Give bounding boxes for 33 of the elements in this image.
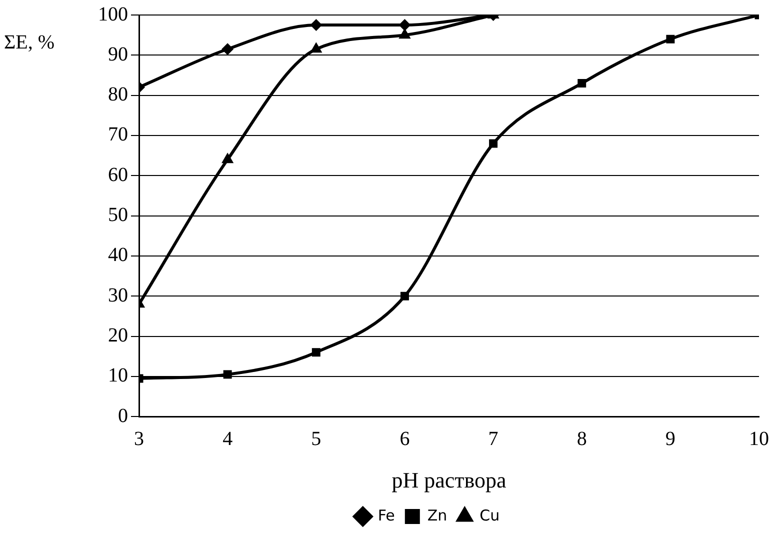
point	[398, 19, 411, 32]
x-tick-label: 4	[222, 428, 233, 450]
y-tick-label: 80	[108, 84, 128, 106]
x-tick-label: 3	[134, 428, 144, 450]
y-tick-label: 50	[108, 204, 128, 226]
point	[666, 34, 675, 44]
y-tick-label: 70	[108, 124, 128, 146]
y-axis-title: ΣE, %	[4, 31, 55, 54]
x-tick-label: 5	[311, 428, 322, 450]
y-tick-label: 10	[108, 364, 128, 387]
x-tick-label: 7	[488, 428, 498, 450]
point	[222, 43, 234, 56]
y-tick-label: 60	[108, 164, 128, 186]
x-tick-label: 9	[665, 428, 676, 450]
y-tick-label: 100	[98, 3, 128, 26]
point	[310, 19, 322, 32]
x-tick-label: 8	[576, 428, 587, 450]
legend-label: Cu	[480, 506, 500, 524]
point	[489, 139, 498, 148]
y-tick-label: 90	[108, 43, 128, 66]
y-tick-label: 40	[108, 244, 128, 266]
y-tick-label: 0	[118, 404, 128, 427]
y-tick-label: 20	[108, 324, 128, 347]
x-tick-label: 10	[749, 428, 769, 450]
point	[400, 292, 409, 300]
x-axis-title: pH раствора	[392, 468, 506, 493]
x-tick-label: 6	[400, 428, 410, 450]
legend-label: Fe	[378, 506, 395, 524]
point	[312, 348, 320, 357]
point	[578, 79, 586, 88]
point	[223, 370, 232, 379]
y-tick-label: 30	[108, 284, 128, 306]
legend-label: Zn	[427, 506, 448, 524]
